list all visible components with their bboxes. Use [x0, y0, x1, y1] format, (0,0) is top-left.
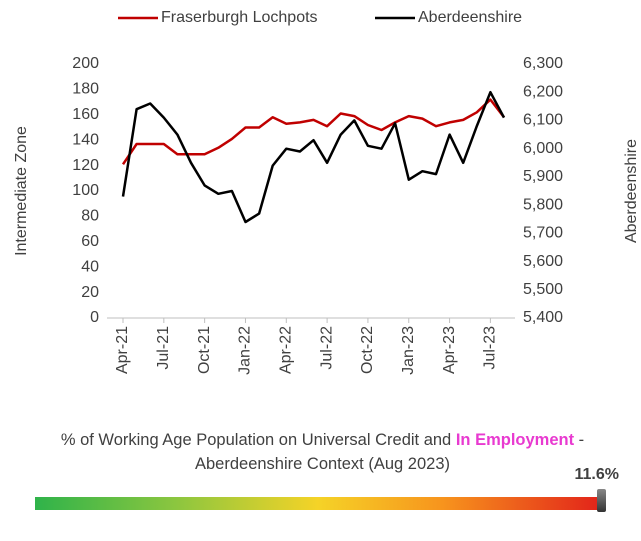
y2-tick-label: 5,500: [523, 281, 563, 298]
x-tick-label: Jan-22: [237, 326, 254, 375]
legend-label: Fraserburgh Lochpots: [161, 9, 318, 26]
y2-tick-label: 6,000: [523, 140, 563, 157]
line-series: [121, 98, 505, 165]
y-tick-label: 120: [72, 157, 99, 174]
y2-tick-label: 6,100: [523, 112, 563, 129]
y2-tick-label: 5,800: [523, 196, 563, 213]
y2-tick-label: 5,600: [523, 253, 563, 270]
y-tick-label: 200: [72, 55, 99, 72]
x-tick-label: Apr-22: [278, 326, 295, 374]
y-tick-label: 60: [81, 233, 99, 250]
title-highlight: In Employment: [455, 431, 575, 449]
y-tick-label: 0: [90, 309, 99, 326]
chart: Intermediate Zone Aberdeenshire 0 20 40 60 8…: [13, 9, 640, 375]
indicator-marker: [597, 489, 606, 512]
y-tick-label: 20: [81, 284, 99, 301]
context-title: % of Working Age Population on Universal…: [40, 428, 605, 476]
line-series: [121, 90, 506, 224]
x-tick-label: Oct-21: [196, 326, 213, 374]
x-tick-label: Oct-22: [359, 326, 376, 374]
x-tick-label: Jul-23: [482, 326, 499, 370]
title-part: % of Working Age Population on Universal…: [60, 431, 456, 449]
value-label: 11.6%: [574, 466, 619, 483]
y2-tick-label: 5,900: [523, 168, 563, 185]
y2-axis-label: Aberdeenshire: [623, 139, 640, 243]
title-part: - Aberdeenshire Context (Aug 2023): [195, 431, 585, 473]
y2-tick-label: 6,300: [523, 55, 563, 72]
y-tick-label: 80: [81, 208, 99, 225]
y-tick-label: 140: [72, 131, 99, 148]
y-tick-label: 100: [72, 182, 99, 199]
x-tick-label: Apr-21: [114, 326, 131, 374]
x-tick-label: Jul-22: [318, 326, 335, 370]
x-tick-label: Jan-23: [400, 326, 417, 375]
y-tick-label: 180: [72, 81, 99, 98]
y2-tick-label: 5,700: [523, 225, 563, 242]
y-tick-label: 160: [72, 106, 99, 123]
legend-label: Aberdeenshire: [418, 9, 522, 26]
y2-tick-label: 6,200: [523, 83, 563, 100]
x-tick-label: Apr-23: [441, 326, 458, 374]
gradient-bar: [35, 497, 601, 510]
y-tick-label: 40: [81, 258, 99, 275]
y2-tick-label: 5,400: [523, 309, 563, 326]
x-tick-label: Jul-21: [155, 326, 172, 370]
y-axis-label: Intermediate Zone: [13, 126, 30, 256]
